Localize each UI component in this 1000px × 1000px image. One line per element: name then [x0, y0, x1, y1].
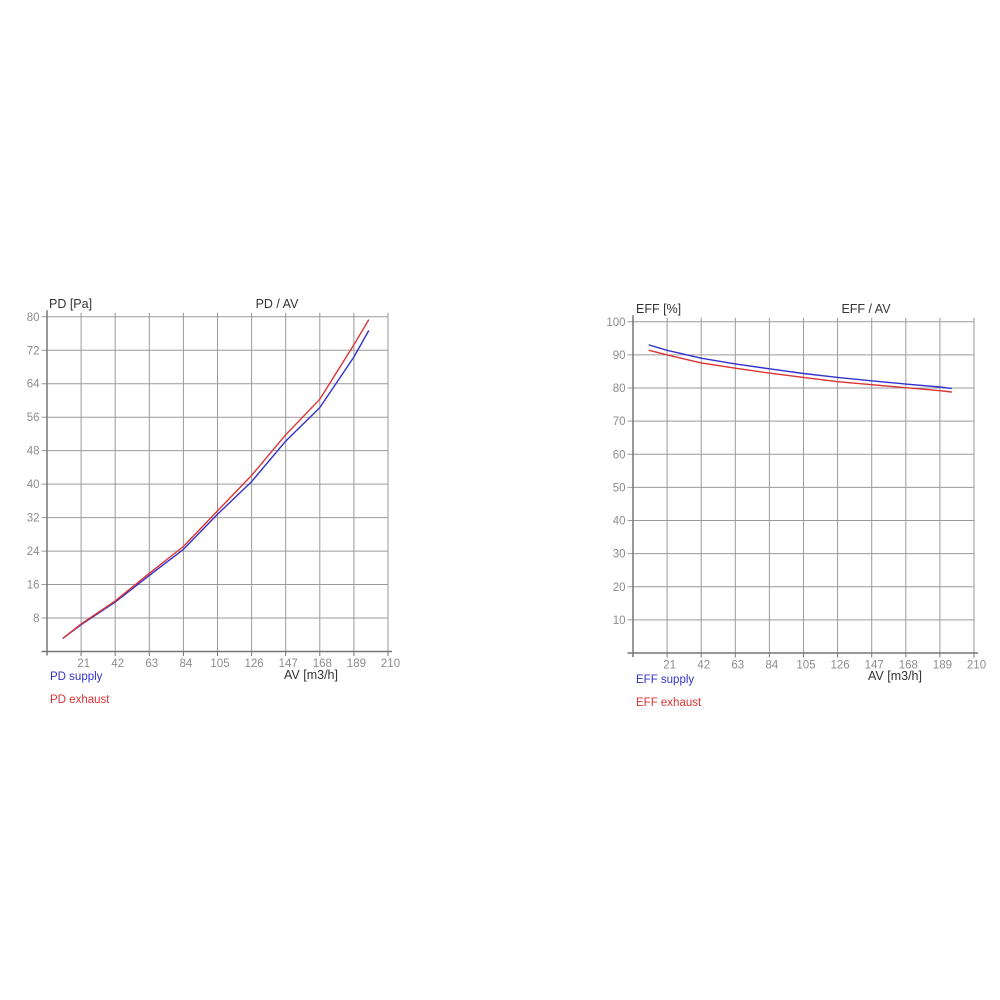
svg-text:32: 32: [27, 513, 40, 525]
svg-text:70: 70: [613, 416, 626, 428]
svg-text:84: 84: [180, 658, 193, 670]
pd-y-axis-label: PD [Pa]: [49, 297, 93, 311]
svg-text:84: 84: [766, 660, 779, 672]
svg-text:168: 168: [899, 660, 918, 672]
svg-text:210: 210: [381, 658, 400, 670]
svg-text:80: 80: [613, 383, 626, 395]
svg-text:80: 80: [27, 312, 40, 324]
svg-text:126: 126: [245, 658, 264, 670]
legend-eff-supply: EFF supply: [636, 674, 695, 686]
svg-text:50: 50: [613, 482, 626, 494]
legend-pd-exhaust: PD exhaust: [50, 694, 110, 706]
svg-text:64: 64: [27, 379, 40, 391]
pd-chart-title: PD / AV: [255, 297, 299, 311]
legend-eff-exhaust: EFF exhaust: [636, 697, 702, 709]
eff-y-axis-label: EFF [%]: [636, 302, 682, 316]
pd-x-axis-label: AV [m3/h]: [284, 668, 338, 682]
svg-text:189: 189: [933, 660, 952, 672]
curve-eff-supply: [648, 344, 952, 390]
svg-text:56: 56: [27, 412, 40, 424]
svg-text:30: 30: [613, 549, 626, 561]
svg-text:60: 60: [613, 449, 626, 461]
svg-text:126: 126: [831, 660, 850, 672]
legend-pd-supply: PD supply: [50, 671, 103, 683]
svg-text:16: 16: [27, 580, 40, 592]
svg-text:10: 10: [613, 615, 626, 627]
curve-pd-exhaust: [62, 319, 370, 639]
svg-text:42: 42: [111, 658, 124, 670]
svg-text:42: 42: [697, 660, 710, 672]
svg-text:168: 168: [313, 658, 332, 670]
svg-text:63: 63: [145, 658, 158, 670]
svg-text:100: 100: [606, 317, 625, 329]
svg-text:90: 90: [613, 350, 626, 362]
curve-pd-supply: [62, 330, 370, 639]
svg-text:40: 40: [27, 479, 40, 491]
eff-av-plot: 21 42 63 84 105 126 147 168 189 210 10 20 30 40 50 60 70…: [606, 315, 986, 672]
svg-text:24: 24: [27, 546, 40, 558]
svg-text:8: 8: [33, 613, 39, 625]
pd-av-plot: 21 42 63 84 105 126 147 168 189 210 8 16 24 32 40 48 56 6…: [27, 310, 400, 670]
svg-text:210: 210: [967, 660, 986, 672]
svg-text:147: 147: [865, 660, 884, 672]
svg-text:21: 21: [663, 660, 676, 672]
svg-text:72: 72: [27, 345, 40, 357]
eff-x-axis-label: AV [m3/h]: [868, 669, 922, 683]
svg-text:63: 63: [731, 660, 744, 672]
eff-chart-title: EFF / AV: [841, 302, 891, 316]
svg-text:48: 48: [27, 446, 40, 458]
curve-eff-exhaust: [648, 349, 952, 393]
svg-text:147: 147: [279, 658, 298, 670]
svg-text:189: 189: [347, 658, 366, 670]
svg-text:21: 21: [77, 658, 90, 670]
svg-text:105: 105: [796, 660, 815, 672]
svg-text:20: 20: [613, 582, 626, 594]
svg-text:40: 40: [613, 516, 626, 528]
svg-text:105: 105: [210, 658, 229, 670]
